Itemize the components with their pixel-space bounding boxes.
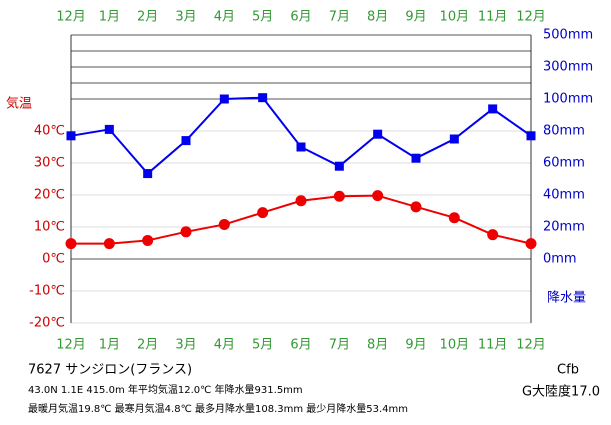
marker <box>65 238 77 250</box>
marker <box>525 238 537 250</box>
x-tick-label: 6月 <box>290 338 311 353</box>
x-tick-label: 12月 <box>516 338 546 353</box>
x-tick-label: 8月 <box>367 10 388 25</box>
marker <box>104 124 114 134</box>
x-tick-label: 9月 <box>405 338 426 353</box>
x-tick-label: 10月 <box>440 10 470 25</box>
y2-tick-label: 60mm <box>543 156 585 171</box>
station: 7627 サンジロン(フランス) <box>28 363 192 378</box>
y-tick-label: 40℃ <box>34 124 65 139</box>
x-tick-label: 4月 <box>214 338 235 353</box>
marker <box>410 201 422 213</box>
marker <box>296 142 306 152</box>
y2-tick-label: 0mm <box>543 252 577 267</box>
x-tick-label: 9月 <box>405 10 426 25</box>
y2-tick-label: 300mm <box>543 60 593 75</box>
info-line: 最暖月気温19.8℃ 最寒月気温4.8℃ 最多月降水量108.3mm 最少月降水… <box>28 402 408 415</box>
x-tick-label: 12月 <box>516 10 546 25</box>
marker <box>488 104 498 114</box>
y2-tick-label: 80mm <box>543 124 585 139</box>
y-tick-label: -20℃ <box>29 316 65 331</box>
marker <box>142 234 154 246</box>
marker <box>181 136 191 146</box>
marker <box>526 131 536 141</box>
x-tick-label: 3月 <box>175 338 196 353</box>
x-tick-label: 12月 <box>56 10 86 25</box>
marker <box>257 207 269 219</box>
marker <box>487 229 499 241</box>
marker <box>180 226 192 238</box>
marker <box>103 238 115 250</box>
marker <box>219 94 229 104</box>
marker <box>334 161 344 171</box>
x-tick-label: 10月 <box>440 338 470 353</box>
x-tick-label: 5月 <box>252 338 273 353</box>
marker <box>143 169 153 179</box>
x-tick-label: 4月 <box>214 10 235 25</box>
y-tick-label: 0℃ <box>42 252 65 267</box>
continentality: G大陸度17.0 <box>522 384 600 400</box>
x-tick-label: 8月 <box>367 338 388 353</box>
marker <box>372 190 384 202</box>
y-tick-label: 30℃ <box>34 156 65 171</box>
x-tick-label: 6月 <box>290 10 311 25</box>
y2-tick-label: 20mm <box>543 220 585 235</box>
x-tick-label: 1月 <box>99 338 120 353</box>
marker <box>373 129 383 139</box>
y-tick-label: 10℃ <box>34 220 65 235</box>
y2-tick-label: 40mm <box>543 188 585 203</box>
x-tick-label: 2月 <box>137 10 158 25</box>
marker <box>218 218 230 230</box>
y-tick-label: 20℃ <box>34 188 65 203</box>
x-tick-label: 7月 <box>329 10 350 25</box>
marker <box>258 93 268 103</box>
y2-tick-label: 500mm <box>543 28 593 43</box>
marker <box>333 190 345 202</box>
y2-tick-label: 100mm <box>543 92 593 107</box>
x-tick-label: 2月 <box>137 338 158 353</box>
x-tick-label: 12月 <box>56 338 86 353</box>
marker <box>411 153 421 163</box>
x-tick-label: 1月 <box>99 10 120 25</box>
x-tick-label: 3月 <box>175 10 196 25</box>
y2-axis-label: 降水量 <box>547 291 586 306</box>
marker <box>295 195 307 207</box>
y-axis-label: 気温 <box>6 96 32 112</box>
info-line: 43.0N 1.1E 415.0m 年平均気温12.0℃ 年降水量931.5mm <box>28 383 303 396</box>
x-tick-label: 7月 <box>329 338 350 353</box>
x-tick-label: 5月 <box>252 10 273 25</box>
marker <box>449 134 459 144</box>
marker <box>448 212 460 224</box>
x-tick-label: 11月 <box>478 338 508 353</box>
climate-class: Cfb <box>557 363 579 378</box>
marker <box>66 131 76 141</box>
y-tick-label: -10℃ <box>29 284 65 299</box>
x-tick-label: 11月 <box>478 10 508 25</box>
series-line <box>70 96 532 175</box>
